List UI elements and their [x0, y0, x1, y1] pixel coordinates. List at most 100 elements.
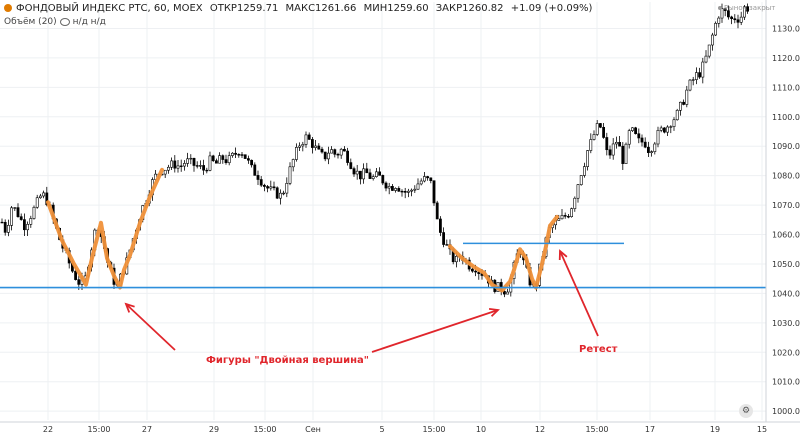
candle-body: [659, 127, 663, 131]
candle-body: [307, 134, 311, 140]
candle-body: [598, 123, 602, 128]
arrow-to-first-pattern: [125, 303, 176, 351]
candle-body: [662, 127, 666, 133]
candle-body: [192, 157, 196, 166]
candle-body: [362, 168, 366, 180]
candle-body: [0, 221, 4, 224]
ohlc-open: ОТКР1259.71: [209, 3, 279, 14]
candle-body: [19, 216, 23, 220]
candle-body: [742, 6, 746, 18]
candle-body: [358, 170, 362, 180]
candle-body: [355, 170, 359, 175]
support-resistance-lines: [0, 242, 766, 289]
candle-body: [710, 34, 714, 46]
x-tick-label: 5: [379, 425, 384, 434]
candle-body: [608, 149, 612, 156]
x-tick-label: Сен: [305, 425, 321, 434]
candle-body: [739, 16, 743, 23]
candle-body: [22, 219, 26, 231]
candle-body: [746, 6, 750, 12]
candle-body: [653, 143, 657, 152]
candle-body: [368, 172, 372, 179]
candle-body: [298, 145, 302, 148]
candle-body: [419, 180, 423, 185]
candle-body: [183, 163, 186, 167]
candle-body: [707, 44, 711, 57]
candle-body: [563, 215, 567, 217]
y-tick-label: 1020.00: [772, 348, 800, 357]
candle-body: [413, 188, 417, 191]
candle-body: [227, 155, 231, 164]
x-tick-label: 15: [757, 425, 767, 434]
candle-body: [215, 160, 218, 164]
candle-body: [701, 61, 705, 78]
candle-body: [624, 143, 628, 164]
candle-body: [621, 145, 625, 164]
annotation-arrows: [124, 249, 599, 353]
candle-body: [262, 184, 266, 187]
candle-body: [736, 19, 740, 23]
arrow-to-second-pattern: [371, 309, 499, 353]
x-tick-label: 29: [209, 425, 219, 434]
candle-body: [454, 255, 458, 263]
candle-body: [669, 126, 673, 128]
candle-body: [199, 165, 202, 167]
ohlc-high: МАКС1261.66: [285, 3, 357, 14]
candle-body: [10, 207, 14, 226]
x-tick-label: 17: [645, 425, 655, 434]
candle-body: [304, 134, 308, 145]
candle-body: [730, 16, 734, 19]
candle-body: [672, 119, 676, 127]
candle-body: [240, 154, 244, 156]
candle-body: [269, 186, 273, 189]
candle-body: [42, 192, 46, 197]
candle-body: [336, 153, 340, 156]
candle-body: [394, 188, 398, 191]
candle-body: [3, 221, 7, 233]
candle-body: [733, 18, 737, 21]
arrow-to-first-pattern-head: [124, 302, 135, 313]
candle-body: [592, 134, 596, 140]
candle-body: [688, 79, 692, 91]
volume-indicator[interactable]: Объём (20) н/д н/д: [4, 17, 106, 27]
pattern-overlay: [46, 167, 559, 293]
candle-body: [397, 188, 401, 192]
x-tick-label: 15:00: [585, 425, 608, 434]
candle-body: [29, 218, 33, 225]
candle-body: [717, 17, 721, 24]
candle-body: [384, 182, 388, 189]
candle-body: [429, 177, 433, 181]
candle-body: [618, 142, 622, 147]
candle-body: [186, 158, 190, 164]
y-tick-label: 1110.00: [772, 83, 800, 92]
y-tick-label: 1060.00: [772, 231, 800, 240]
candle-body: [211, 155, 215, 162]
candle-body: [278, 192, 282, 199]
candle-body: [675, 110, 679, 121]
candle-body: [259, 179, 263, 186]
candle-body: [173, 160, 177, 169]
candle-body: [726, 10, 730, 18]
candle-body: [381, 175, 385, 184]
candle-body: [291, 159, 295, 168]
candle-body: [330, 149, 334, 154]
eye-icon[interactable]: [59, 17, 70, 26]
candle-body: [202, 165, 206, 171]
settings-gear-icon[interactable]: ⚙: [739, 404, 753, 418]
candle-body: [605, 137, 609, 151]
candle-body: [221, 155, 225, 160]
candle-body: [576, 184, 580, 199]
market-status-text: Рынок закрыт: [724, 4, 776, 12]
candle-body: [339, 148, 343, 156]
symbol-name[interactable]: ФОНДОВЫЙ ИНДЕКС РТС, 60, MOEX: [16, 3, 203, 14]
double-top-pattern-line: [46, 167, 164, 290]
candle-body: [288, 166, 292, 184]
candle-body: [589, 139, 593, 151]
y-tick-label: 1090.00: [772, 142, 800, 151]
candle-body: [640, 137, 644, 143]
candle-body: [611, 143, 615, 156]
candle-body: [573, 197, 577, 209]
candle-body: [342, 148, 346, 152]
candle-body: [720, 8, 724, 19]
